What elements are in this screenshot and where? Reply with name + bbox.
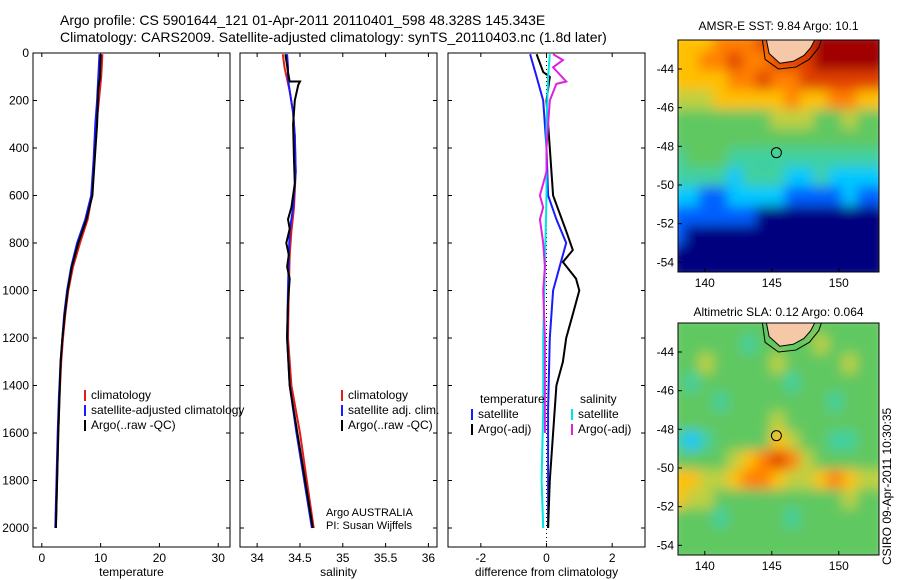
x-tick-label: 140 xyxy=(695,559,715,573)
series-line-satellite-adjusted-climatology xyxy=(54,54,101,529)
x-tick-label: 35.5 xyxy=(374,551,398,565)
x-tick-label: 35 xyxy=(336,551,350,565)
x-tick-label: 2 xyxy=(609,551,616,565)
x-tick-label: 36 xyxy=(422,551,436,565)
timestamp-label: CSIRO 09-Apr-2011 10:30:35 xyxy=(880,407,894,565)
x-tick-label: 30 xyxy=(212,551,226,565)
x-tick-label: 150 xyxy=(829,276,849,290)
series-line-temperature-satellite xyxy=(529,53,568,528)
y-tick-label: 0 xyxy=(22,46,29,60)
legend-label: satellite xyxy=(578,407,619,421)
x-tick-label: 0 xyxy=(543,551,550,565)
y-tick-label: -48 xyxy=(657,139,675,153)
map-1-field xyxy=(678,40,879,272)
y-tick-label: 400 xyxy=(9,141,29,155)
land-outline xyxy=(765,323,816,347)
y-tick-label: 800 xyxy=(9,236,29,250)
heat-cell xyxy=(856,244,879,272)
y-tick-label: -44 xyxy=(657,345,675,359)
legend-label: climatology xyxy=(348,388,408,402)
x-tick-label: -2 xyxy=(475,551,486,565)
legend-title-salinity: salinity xyxy=(580,392,617,406)
legend-label: satellite-adjusted climatology xyxy=(91,403,244,417)
legend-label: satellite xyxy=(478,407,519,421)
x-tick-label: 150 xyxy=(829,559,849,573)
x-axis-label: salinity xyxy=(320,565,357,579)
legend-label: climatology xyxy=(91,388,151,402)
x-tick-label: 34.5 xyxy=(288,551,312,565)
y-tick-label: -52 xyxy=(657,500,675,514)
map-2-cells xyxy=(678,323,879,555)
y-tick-label: 600 xyxy=(9,189,29,203)
series-line-argo-raw-qc- xyxy=(54,54,102,529)
y-tick-label: -48 xyxy=(657,422,675,436)
x-tick-label: 145 xyxy=(762,276,782,290)
panel-annotation: Argo AUSTRALIA xyxy=(326,507,413,519)
x-tick-label: 0 xyxy=(38,551,45,565)
heat-cell xyxy=(856,527,879,555)
map-title: Altimetric SLA: 0.12 Argo: 0.064 xyxy=(693,305,863,319)
figure-title-line-2: Climatology: CARS2009. Satellite-adjuste… xyxy=(60,29,607,45)
panel-1-frame xyxy=(32,52,231,548)
y-tick-label: -54 xyxy=(657,538,675,552)
panel-annotation: PI: Susan Wijffels xyxy=(326,520,412,532)
x-tick-label: 34 xyxy=(250,551,264,565)
y-tick-label: 1000 xyxy=(2,284,29,298)
y-tick-label: 1400 xyxy=(2,379,29,393)
y-tick-label: -46 xyxy=(657,101,675,115)
map-2-frame xyxy=(677,322,880,556)
x-tick-label: 20 xyxy=(153,551,167,565)
legend-label: Argo(-adj) xyxy=(578,422,631,436)
series-line-salinity-argo-adj- xyxy=(538,53,569,433)
legend-label: satellite adj. clim. xyxy=(348,403,439,417)
y-tick-label: 200 xyxy=(9,94,29,108)
figure-title-line-1: Argo profile: CS 5901644_121 01-Apr-2011… xyxy=(60,12,546,28)
x-axis-label: temperature xyxy=(99,565,164,579)
depth-contour xyxy=(761,40,822,70)
legend-label: Argo(..raw -QC) xyxy=(348,418,433,432)
y-tick-label: -50 xyxy=(657,461,675,475)
y-tick-label: -50 xyxy=(657,178,675,192)
depth-contour xyxy=(761,323,822,353)
panel-2-frame xyxy=(239,52,438,548)
legend-title-temperature: temperature xyxy=(480,392,545,406)
land-outline xyxy=(765,40,816,64)
legend-label: Argo(-adj) xyxy=(478,422,531,436)
x-tick-label: 140 xyxy=(695,276,715,290)
series-line-argo-raw-qc- xyxy=(284,54,314,529)
y-tick-label: -52 xyxy=(657,217,675,231)
y-tick-label: 1200 xyxy=(2,331,29,345)
map-title: AMSR-E SST: 9.84 Argo: 10.1 xyxy=(698,19,858,33)
x-tick-label: 10 xyxy=(94,551,108,565)
y-tick-label: -54 xyxy=(657,255,675,269)
y-tick-label: -44 xyxy=(657,62,675,76)
map-1-frame xyxy=(677,39,880,273)
legend-label: Argo(..raw -QC) xyxy=(91,418,176,432)
map-2-field xyxy=(678,323,879,555)
x-axis-label: difference from climatology xyxy=(475,565,618,579)
y-tick-label: -46 xyxy=(657,384,675,398)
argo-position-marker xyxy=(770,430,782,442)
y-tick-label: 1600 xyxy=(2,426,29,440)
x-tick-label: 145 xyxy=(762,559,782,573)
argo-position-marker xyxy=(770,147,782,159)
series-line-satellite-adj-clim- xyxy=(286,54,313,529)
y-tick-label: 2000 xyxy=(2,521,29,535)
y-tick-label: 1800 xyxy=(2,474,29,488)
